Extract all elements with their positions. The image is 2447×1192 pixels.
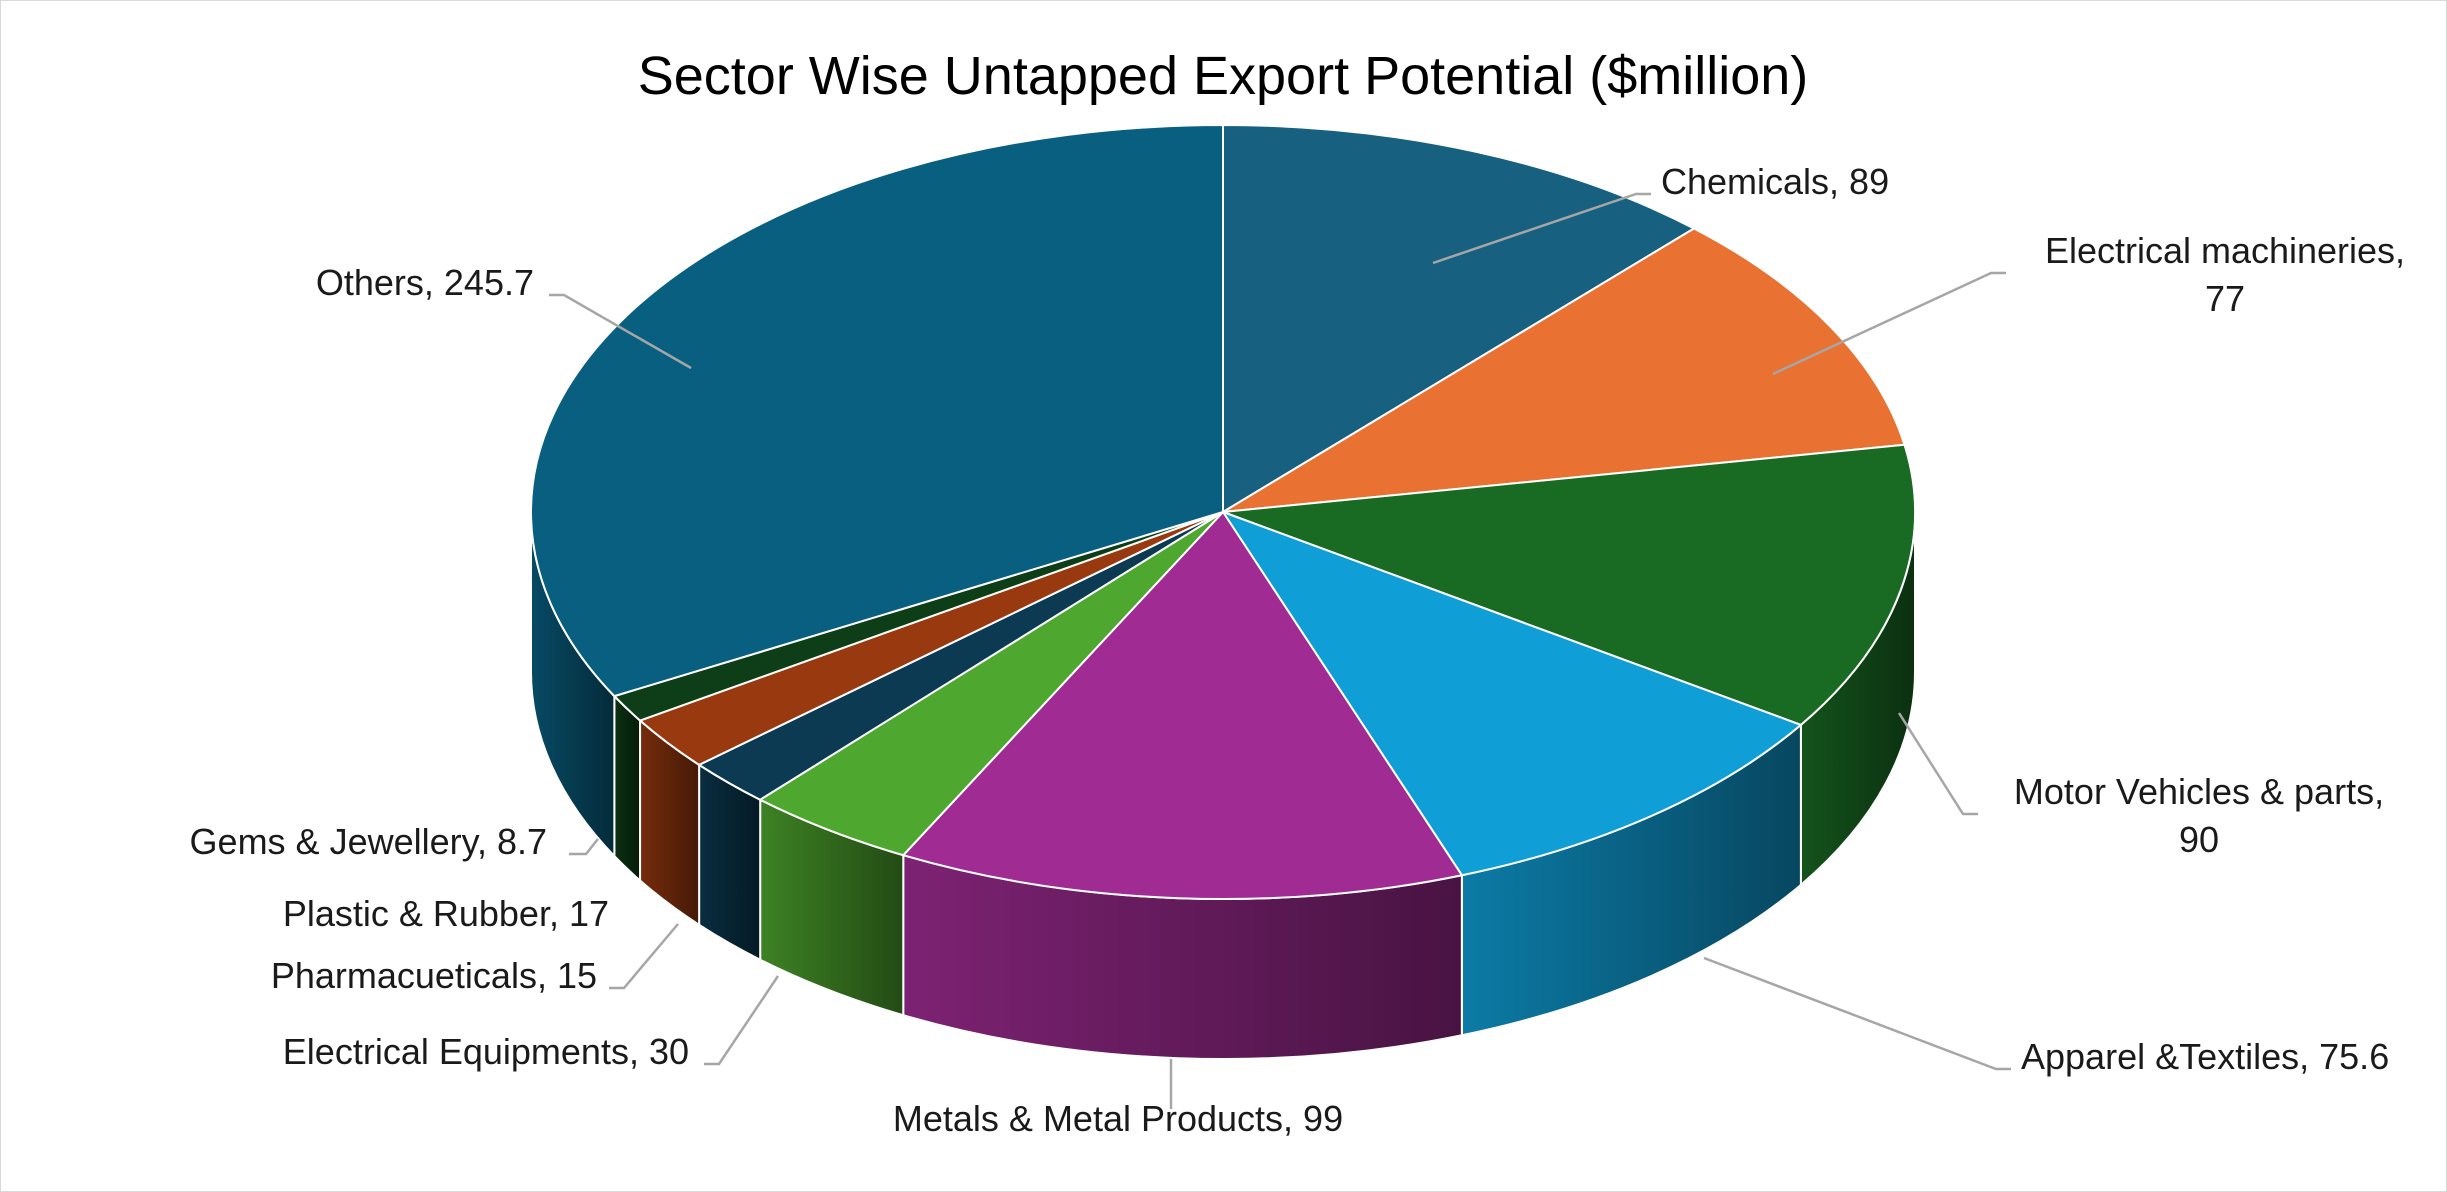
- pie-slice-apparel-andtextiles: [1222, 511, 1802, 877]
- pie-side-gems-and-jewellery: [613, 693, 642, 883]
- data-label-plastic-and-rubber: Plastic & Rubber, 17: [283, 893, 609, 934]
- pie-slice-chemicals: [1222, 124, 1695, 513]
- pie-sides: [530, 511, 1916, 1060]
- data-label-metals-and-metal-products: Metals & Metal Products, 99: [893, 1098, 1343, 1139]
- data-label-electrical-equipments: Electrical Equipments, 30: [283, 1031, 689, 1072]
- leader-line-pharmacueticals: [609, 923, 679, 990]
- data-labels: Chemicals, 89 Electrical machineries, 77 Mo…: [190, 161, 2406, 1139]
- leader-line-electrical-equipments: [704, 975, 780, 1066]
- data-label-pharmacueticals: Pharmacueticals, 15: [271, 955, 597, 996]
- data-label-apparel-andtextiles: Apparel &Textiles, 75.6: [2021, 1036, 2389, 1077]
- data-label-others: Others, 245.7: [316, 262, 534, 303]
- pie-slice-motor-vehicles-and-parts: [1222, 443, 1916, 726]
- leader-line-gems-and-jewellery: [569, 838, 599, 856]
- data-label-chemicals: Chemicals, 89: [1661, 161, 1889, 202]
- pie-slice-electrical-machineries: [1222, 227, 1906, 513]
- chart-title: Sector Wise Untapped Export Potential ($…: [638, 46, 1809, 106]
- pie-slice-metals-and-metal-products: [902, 511, 1463, 900]
- data-label-electrical-machineries: Electrical machineries, 77: [2045, 230, 2405, 319]
- leader-line-apparel-andtextiles: [1703, 956, 2011, 1071]
- leader-line-others: [549, 293, 692, 370]
- leader-lines: [549, 192, 2011, 1109]
- leader-line-electrical-machineries: [1772, 271, 2006, 376]
- data-label-motor-vehicles-and-parts: Motor Vehicles & parts, 90: [2014, 771, 2384, 860]
- pie-tops: [530, 124, 1916, 900]
- leader-line-chemicals: [1432, 192, 1651, 265]
- data-label-gems-and-jewellery: Gems & Jewellery, 8.7: [190, 821, 547, 862]
- leader-line-motor-vehicles-and-parts: [1897, 712, 1978, 816]
- pie-slice-others: [530, 124, 1224, 698]
